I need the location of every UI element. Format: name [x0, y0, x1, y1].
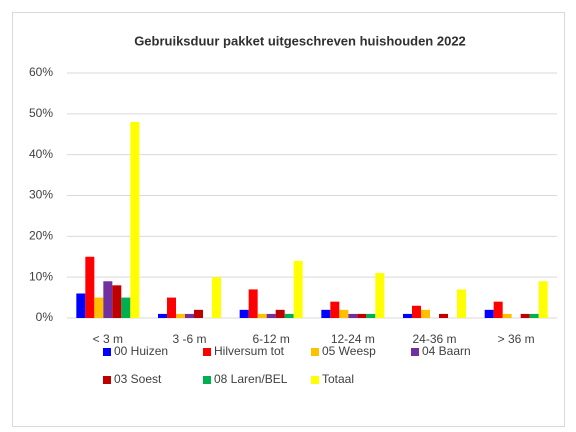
legend-swatch: [203, 348, 211, 356]
bar: [248, 289, 258, 318]
bar: [239, 309, 249, 318]
legend-label: Hilversum tot: [214, 344, 285, 358]
x-tick-label: < 3 m: [93, 332, 123, 346]
bar: [194, 309, 203, 318]
bar: [284, 313, 294, 318]
bar: [348, 313, 358, 318]
bar: [321, 309, 331, 318]
bar: [357, 313, 367, 318]
bar: [375, 273, 385, 318]
bar: [130, 122, 140, 318]
bar: [421, 309, 430, 318]
x-tick-label: 6-12 m: [252, 332, 289, 346]
bar: [520, 313, 530, 318]
legend-swatch: [311, 376, 319, 384]
bar: [257, 313, 267, 318]
legend-swatch: [103, 348, 111, 356]
bar: [103, 281, 113, 318]
bar: [403, 313, 412, 318]
legend-swatch: [311, 348, 319, 356]
bar: [502, 313, 512, 318]
legend-label: 08 Laren/BEL: [214, 372, 288, 386]
bar: [529, 313, 539, 318]
chart-title: Gebruiksduur pakket uitgeschreven huisho…: [134, 33, 466, 48]
legend-label: 04 Baarn: [422, 344, 471, 358]
legend-swatch: [103, 376, 111, 384]
bar: [275, 309, 285, 318]
bar: [176, 313, 185, 318]
legend-swatch: [411, 348, 419, 356]
bar: [212, 277, 221, 318]
bar: [158, 313, 167, 318]
y-tick-label: 10%: [29, 269, 53, 283]
chart-frame: [12, 12, 565, 427]
bar: [339, 309, 349, 318]
y-tick-label: 40%: [29, 147, 53, 161]
bar: [94, 297, 104, 318]
legend-label: Totaal: [322, 372, 354, 386]
bar: [457, 289, 466, 318]
bar: [85, 256, 95, 318]
x-tick-label: 12-24 m: [331, 332, 375, 346]
x-tick-label: 24-36 m: [412, 332, 456, 346]
bar: [293, 260, 303, 318]
bar: [366, 313, 376, 318]
bar: [330, 301, 340, 318]
bar: [112, 285, 122, 318]
bar: [493, 301, 503, 318]
y-tick-label: 20%: [29, 229, 53, 243]
x-tick-label: > 36 m: [498, 332, 535, 346]
bar: [121, 297, 131, 318]
bar: [412, 305, 421, 318]
bar: [266, 313, 276, 318]
y-tick-label: 0%: [36, 310, 54, 324]
bar: [484, 309, 494, 318]
x-tick-label: 3 -6 m: [172, 332, 206, 346]
bar: [538, 281, 548, 318]
bar: [76, 293, 86, 318]
bar: [167, 297, 176, 318]
legend-label: 00 Huizen: [114, 344, 168, 358]
y-tick-label: 60%: [29, 65, 53, 79]
legend-label: 03 Soest: [114, 372, 162, 386]
legend-swatch: [203, 376, 211, 384]
y-tick-label: 30%: [29, 188, 53, 202]
y-tick-label: 50%: [29, 106, 53, 120]
bar: [439, 313, 448, 318]
legend-label: 05 Weesp: [322, 344, 376, 358]
bar: [185, 313, 194, 318]
